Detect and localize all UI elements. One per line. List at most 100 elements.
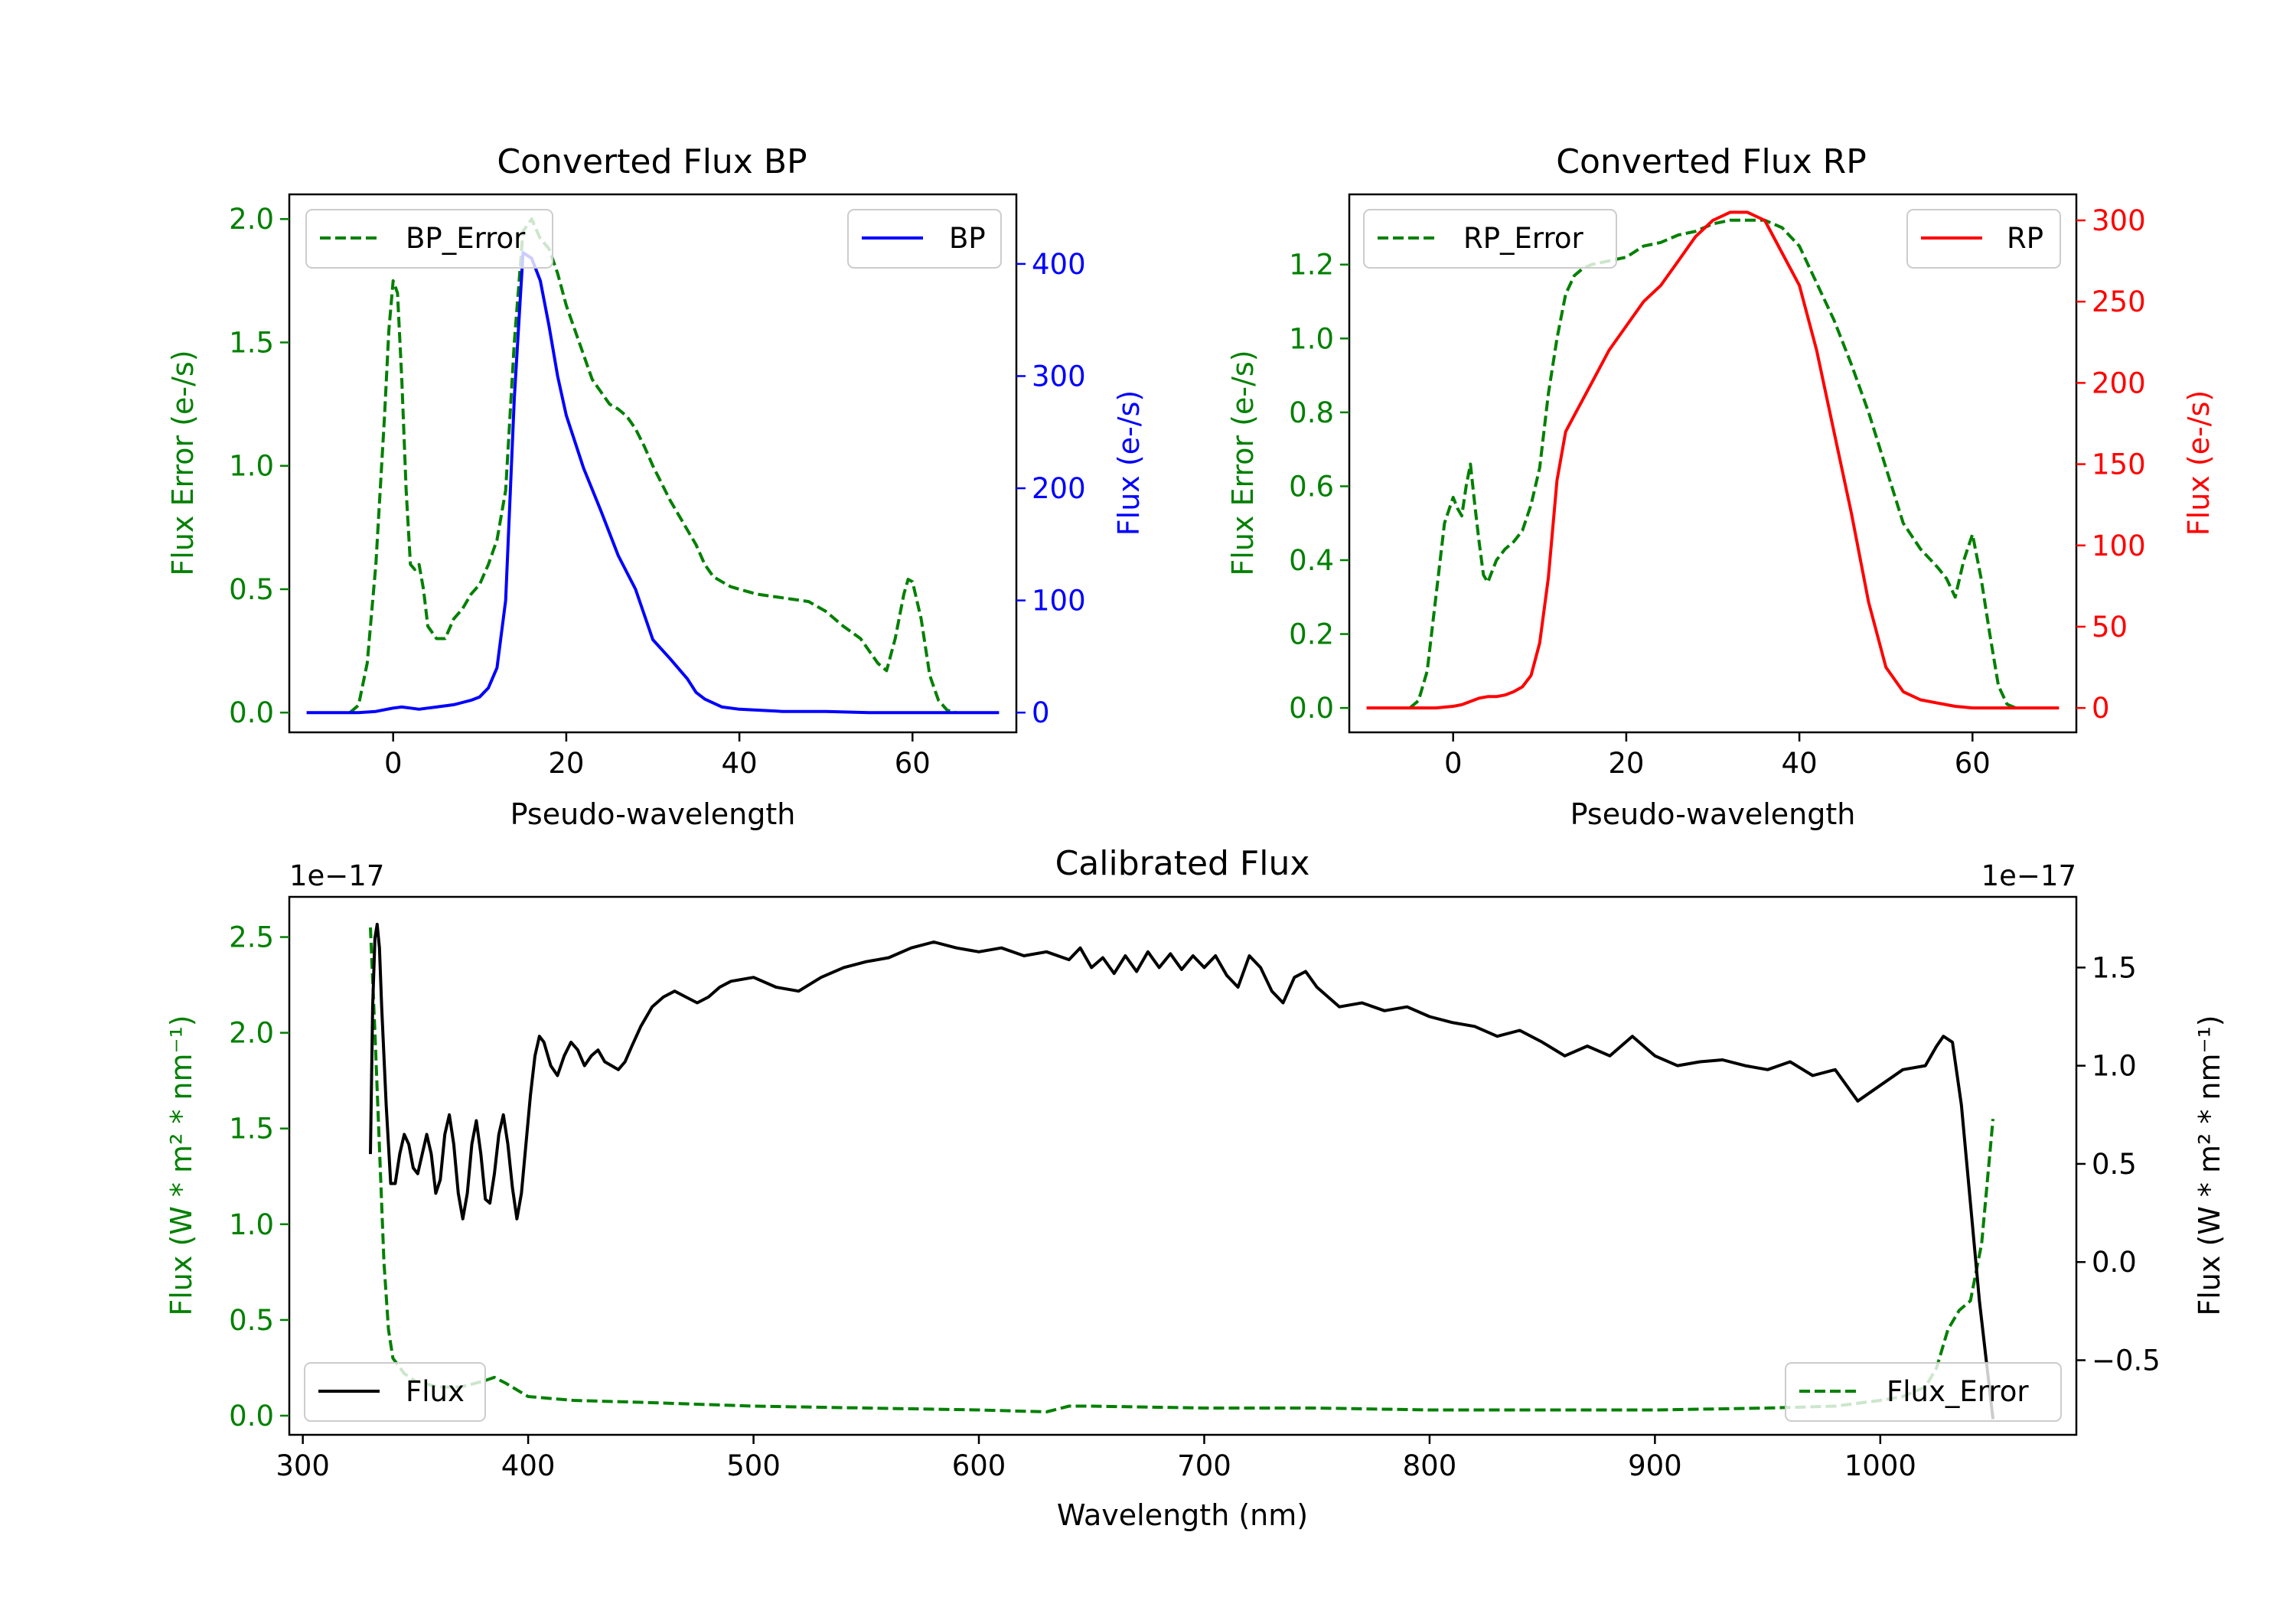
legend-box [305,209,553,269]
y-tick-label-right: 0.0 [2092,1246,2137,1279]
rp-x-ticks: 0 20 40 60 [1444,732,1991,780]
bp-y-ticks-left: 0.0 0.5 1.0 1.5 2.0 [229,203,289,729]
y-tick-label-right: 0 [1032,696,1050,729]
rp-plot-frame [1348,193,2078,734]
legend-label: Flux [406,1375,465,1408]
cal-offset-right: 1e−17 [1981,859,2076,892]
legend-box [1363,209,1617,269]
cal-y-axis-label-left: Flux (W * m² * nm⁻¹) [165,1015,198,1315]
y-tick-label-right: 1.5 [2092,951,2137,984]
cal-y-ticks-left: 0.0 0.5 1.0 1.5 2.0 2.5 [229,921,289,1433]
legend-box [304,1362,486,1422]
x-tick-label: 1000 [1844,1449,1916,1482]
bp-panel: Converted Flux BP 0 20 40 60 0.0 0.5 1.0 1.5 2.… [166,142,1146,831]
y-tick-label-right: 200 [2092,367,2146,399]
x-tick-label: 300 [276,1449,330,1482]
cal-offset-left: 1e−17 [289,859,384,892]
x-tick-label: 40 [1782,747,1818,780]
rp-legend-flux: RP [1906,209,2061,269]
legend-label: Flux_Error [1887,1375,2029,1408]
bp-plot-frame [288,193,1018,734]
y-tick-label-left: 0.5 [229,1304,274,1337]
y-tick-label-right: 0 [2092,692,2110,725]
bp-flux-series [306,251,1000,715]
y-tick-label-left: 0.0 [229,696,274,729]
cal-y-ticks-right: −0.5 0.0 0.5 1.0 1.5 [2076,951,2161,1377]
rp-y-ticks-left: 0.0 0.2 0.4 0.6 0.8 1.0 1.2 [1289,249,1349,725]
x-tick-label: 40 [722,747,758,780]
rp-error-line [1408,218,2017,709]
y-tick-label-left: 2.0 [229,1017,274,1050]
y-tick-label-left: 0.8 [1289,396,1334,429]
legend-box [1906,209,2061,269]
y-tick-label-right: 50 [2092,611,2128,644]
bp-error-line [348,217,957,715]
x-tick-label: 400 [501,1449,556,1482]
cal-x-ticks: 300 400 500 600 700 800 900 1000 [276,1435,1916,1482]
rp-error-series [1408,218,2017,709]
y-tick-label-left: 2.0 [229,203,274,236]
cal-legend-error: Flux_Error [1785,1362,2062,1422]
y-tick-label-left: 1.5 [229,326,274,359]
x-tick-label: 0 [1444,747,1463,780]
legend-box [847,209,1002,269]
rp-legend-error: RP_Error [1363,209,1617,269]
cal-x-axis-label: Wavelength (nm) [1057,1498,1308,1532]
cal-legend-flux: Flux [304,1362,486,1422]
rp-line [1366,210,2060,710]
legend-label: BP [949,222,986,255]
cal-title: Calibrated Flux [1055,844,1310,883]
bp-y-axis-label-right: Flux (e-/s) [1112,390,1146,536]
x-tick-label: 60 [1955,747,1991,780]
x-tick-label: 700 [1177,1449,1231,1482]
rp-flux-series [1366,210,2060,710]
y-tick-label-right: 250 [2092,285,2146,318]
cal-y-axis-label-right: Flux (W * m² * nm⁻¹) [2193,1015,2226,1315]
flux-line [369,922,1995,1420]
y-tick-label-right: 300 [1032,360,1086,393]
rp-y-ticks-right: 0 50 100 150 200 250 300 [2076,204,2146,725]
cal-plot-frame [288,895,2078,1436]
y-tick-label-left: 1.0 [229,450,274,483]
y-tick-label-right: 1.0 [2092,1050,2137,1083]
y-tick-label-right: 100 [2092,530,2146,562]
y-tick-label-left: 0.4 [1289,544,1334,577]
bp-legend-flux: BP [847,209,1002,269]
y-tick-label-left: 0.2 [1289,618,1334,651]
y-tick-label-left: 2.5 [229,921,274,954]
bp-error-series [348,217,957,715]
x-tick-label: 600 [952,1449,1006,1482]
y-tick-label-left: 0.0 [1289,692,1334,725]
y-tick-label-left: 0.5 [229,573,274,606]
x-tick-label: 20 [1608,747,1644,780]
calibrated-panel: Calibrated Flux 1e−17 1e−17 300 400 500 600… [165,844,2226,1532]
y-tick-label-right: −0.5 [2092,1345,2161,1377]
bp-x-axis-label: Pseudo-wavelength [510,797,796,831]
rp-x-axis-label: Pseudo-wavelength [1570,797,1856,831]
cal-error-series [369,927,1995,1413]
y-tick-label-left: 0.0 [229,1400,274,1433]
rp-title: Converted Flux RP [1556,142,1867,181]
y-tick-label-left: 0.6 [1289,470,1334,503]
rp-y-axis-label-left: Flux Error (e-/s) [1226,350,1260,575]
rp-panel: Converted Flux RP 0 20 40 60 0.00.20.40.60.… [1226,142,2216,831]
y-tick-label-right: 300 [2092,204,2146,237]
y-tick-label-right: 200 [1032,472,1086,505]
y-tick-label-left: 1.2 [1289,249,1334,282]
y-tick-label-left: 1.0 [1289,322,1334,355]
y-tick-label-right: 100 [1032,585,1086,618]
flux-error-line [369,927,1995,1413]
y-tick-label-left: 1.5 [229,1113,274,1146]
x-tick-label: 0 [384,747,403,780]
legend-label: RP [2007,222,2043,255]
x-tick-label: 20 [548,747,584,780]
legend-box [1785,1362,2062,1422]
x-tick-label: 500 [726,1449,781,1482]
bp-title: Converted Flux BP [497,142,807,181]
y-tick-label-left: 1.0 [229,1208,274,1241]
bp-y-ticks-right: 0 100 200 300 400 [1016,248,1086,729]
bp-legend-error: BP_Error [305,209,553,269]
y-tick-label-right: 400 [1032,248,1086,281]
bp-x-ticks: 0 20 40 60 [384,732,931,780]
